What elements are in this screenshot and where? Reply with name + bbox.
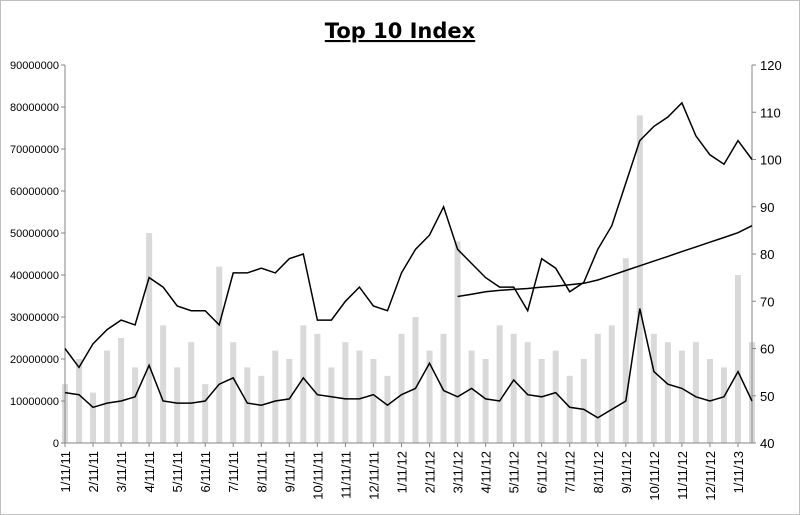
x-tick-label: 9/11/11	[282, 451, 297, 492]
volume-bar	[720, 367, 727, 443]
volume-bar	[580, 359, 587, 443]
volume-bar	[734, 275, 741, 443]
x-tick-label: 5/11/11	[170, 451, 185, 492]
x-tick-label: 4/11/12	[479, 451, 494, 493]
y-tick-label: 30000000	[10, 312, 59, 324]
volume-bar	[76, 359, 83, 443]
volume-bar	[440, 333, 447, 443]
volume-bar	[636, 115, 643, 444]
y-tick-label: 0	[53, 438, 59, 450]
volume-bar	[566, 375, 573, 443]
volume-bar	[524, 342, 531, 443]
volume-bar	[496, 325, 503, 443]
x-tick-label: 6/11/12	[535, 451, 550, 493]
x-tick-label: 11/11/12	[675, 451, 690, 500]
volume-bar	[622, 258, 629, 443]
volume-bar	[90, 392, 97, 443]
x-tick-label: 7/11/12	[563, 451, 578, 493]
volume-bar	[174, 367, 181, 443]
x-tick-label: 10/11/12	[647, 451, 662, 501]
y2-tick-label: 60	[760, 342, 774, 357]
volume-bar	[202, 384, 209, 443]
y2-tick-label: 90	[760, 200, 774, 215]
x-tick-label: 2/11/12	[423, 451, 438, 493]
volume-bar	[454, 241, 461, 443]
volume-bar	[160, 325, 167, 443]
x-tick-label: 7/11/11	[226, 451, 241, 492]
volume-bar	[244, 367, 251, 443]
x-tick-label: 10/11/11	[310, 451, 325, 500]
y-tick-label: 20000000	[10, 354, 59, 366]
x-tick-label: 6/11/11	[198, 451, 213, 492]
x-tick-label: 8/11/11	[254, 451, 269, 492]
y2-tick-label: 80	[760, 247, 774, 262]
x-tick-label: 3/11/12	[451, 451, 466, 493]
y2-tick-label: 50	[760, 389, 774, 404]
y-tick-label: 60000000	[10, 186, 59, 198]
series-line	[64, 101, 753, 369]
x-tick-label: 2/11/11	[86, 451, 101, 492]
volume-bar	[426, 350, 433, 443]
series-line	[64, 308, 753, 419]
volume-bar	[230, 342, 237, 443]
volume-bar	[286, 359, 293, 443]
y2-tick-label: 70	[760, 294, 774, 309]
volume-bar	[118, 338, 125, 443]
volume-bar	[594, 333, 601, 443]
volume-bar	[356, 350, 363, 443]
volume-bar	[482, 359, 489, 443]
volume-bar	[468, 350, 475, 443]
volume-bar	[650, 333, 657, 443]
y-tick-label: 40000000	[10, 270, 59, 282]
x-tick-label: 1/11/11	[58, 451, 73, 492]
volume-bar	[692, 342, 699, 443]
x-tick-label: 8/11/12	[591, 451, 606, 493]
x-tick-label: 1/11/12	[394, 451, 409, 493]
volume-bar	[342, 342, 349, 443]
volume-bar	[538, 359, 545, 443]
volume-bar	[678, 350, 685, 443]
volume-bar	[258, 375, 265, 443]
volume-bar	[300, 325, 307, 443]
volume-bar	[608, 325, 615, 443]
x-tick-label: 1/11/13	[731, 451, 746, 493]
y2-tick-label: 100	[760, 153, 782, 168]
volume-bar	[314, 333, 321, 443]
y2-tick-label: 110	[760, 105, 781, 120]
volume-bar	[370, 359, 377, 443]
x-tick-label: 11/11/11	[338, 451, 353, 499]
volume-bar	[384, 375, 391, 443]
series-line	[457, 225, 753, 298]
y-tick-label: 50000000	[10, 228, 59, 240]
volume-bar	[146, 233, 153, 443]
volume-bar	[664, 342, 671, 443]
y-tick-label: 80000000	[10, 102, 59, 114]
y-tick-label: 70000000	[10, 144, 59, 156]
volume-bar	[328, 367, 335, 443]
volume-bar	[272, 350, 279, 443]
volume-bar	[398, 333, 405, 443]
volume-bar	[412, 317, 419, 443]
y2-tick-label: 120	[760, 58, 782, 73]
volume-bar	[132, 367, 139, 443]
x-tick-label: 3/11/11	[114, 451, 129, 492]
x-tick-label: 9/11/12	[619, 451, 634, 493]
volume-bar	[216, 266, 223, 443]
y-tick-label: 90000000	[10, 60, 59, 72]
x-tick-label: 5/11/12	[507, 451, 522, 493]
x-tick-label: 12/11/12	[703, 451, 718, 501]
chart-title: Top 10 Index	[325, 19, 476, 43]
x-tick-label: 12/11/11	[366, 451, 381, 500]
volume-bar	[510, 333, 517, 443]
y-tick-label: 10000000	[10, 396, 59, 408]
x-tick-label: 4/11/11	[142, 451, 157, 492]
volume-bar	[104, 350, 111, 443]
y2-tick-label: 40	[760, 436, 774, 451]
volume-bar	[552, 350, 559, 443]
volume-bar	[188, 342, 195, 443]
